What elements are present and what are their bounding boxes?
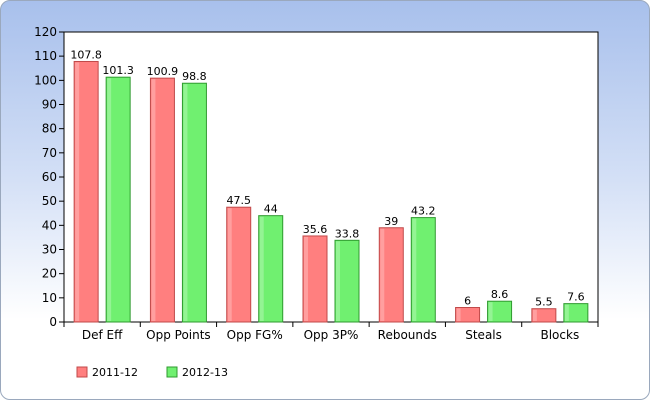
y-tick-label: 110: [34, 49, 57, 63]
bar-highlight: [183, 84, 188, 321]
bar-blocks-2011-12: [531, 308, 557, 323]
bar-rebounds-2012-13: [410, 217, 436, 323]
data-label: 8.6: [491, 288, 509, 301]
x-axis: Def Eff Opp Points Opp FG% Opp 3P% Rebounds S…: [63, 322, 599, 342]
legend-label: 2012-13: [182, 366, 228, 379]
data-label: 98.8: [182, 70, 207, 83]
bar-highlight: [151, 79, 156, 322]
data-label: 101.3: [102, 64, 134, 77]
data-label: 107.8: [70, 48, 102, 61]
x-tick-label: Rebounds: [378, 328, 437, 342]
data-label: 47.5: [226, 194, 251, 207]
plot-area: [63, 31, 599, 323]
bar-highlight: [532, 309, 537, 321]
bar-opp-points-2012-13: [181, 82, 207, 323]
bar-highlight: [259, 216, 264, 321]
y-tick-label: 100: [34, 73, 57, 87]
data-label: 100.9: [147, 65, 179, 78]
data-label: 44: [264, 203, 278, 216]
bar-opp-fg--2012-13: [258, 215, 284, 323]
data-label: 5.5: [535, 296, 553, 309]
bar-steals-2011-12: [455, 307, 481, 323]
bar-opp-fg--2011-12: [226, 206, 252, 323]
bar-highlight: [488, 302, 493, 321]
x-tick-label: Opp FG%: [227, 328, 283, 342]
legend-label: 2011-12: [92, 366, 138, 379]
y-tick-label: 20: [42, 267, 57, 281]
bar-rebounds-2011-12: [378, 227, 404, 323]
y-tick-label: 90: [42, 98, 57, 112]
y-axis: 0 10 20 30 40 50 60 70 80 90 100 110 120: [34, 25, 64, 329]
bar-opp-points-2011-12: [149, 77, 175, 323]
bar-highlight: [456, 308, 461, 321]
legend-swatch: [166, 366, 178, 378]
bar-def-eff-2012-13: [105, 76, 131, 323]
bar-highlight: [380, 228, 385, 321]
y-tick-label: 40: [42, 218, 57, 232]
y-tick-label: 60: [42, 170, 57, 184]
x-tick-label: Steals: [465, 328, 502, 342]
x-tick-label: Blocks: [540, 328, 579, 342]
data-label: 35.6: [303, 223, 328, 236]
y-tick-label: 30: [42, 243, 57, 257]
bar-blocks-2012-13: [563, 303, 589, 323]
bar-def-eff-2011-12: [73, 60, 99, 323]
bar-opp-3p--2012-13: [334, 239, 360, 323]
bar-highlight: [336, 241, 340, 321]
x-tick-label: Def Eff: [82, 328, 123, 342]
data-label: 33.8: [335, 227, 360, 240]
y-tick-label: 0: [49, 315, 57, 329]
bar-steals-2012-13: [487, 300, 513, 323]
data-label: 7.6: [567, 291, 585, 304]
bar-highlight: [107, 78, 112, 321]
y-tick-label: 120: [34, 25, 57, 39]
y-tick-label: 80: [42, 122, 57, 136]
legend: 2011-12 2012-13: [76, 366, 228, 379]
bar-highlight: [412, 218, 417, 321]
bar-opp-3p--2011-12: [302, 235, 328, 323]
data-label: 43.2: [411, 205, 436, 218]
x-tick-label: Opp 3P%: [304, 328, 359, 342]
data-label: 39: [384, 215, 398, 228]
legend-swatch: [76, 366, 88, 378]
bar-highlight: [227, 208, 232, 321]
bar-highlight: [564, 304, 569, 321]
data-label: 6: [464, 295, 471, 308]
y-tick-label: 10: [42, 291, 57, 305]
y-tick-label: 70: [42, 146, 57, 160]
x-tick-label: Opp Points: [146, 328, 211, 342]
bar-highlight: [304, 236, 308, 321]
bar-highlight: [75, 62, 80, 321]
y-tick-label: 50: [42, 194, 57, 208]
